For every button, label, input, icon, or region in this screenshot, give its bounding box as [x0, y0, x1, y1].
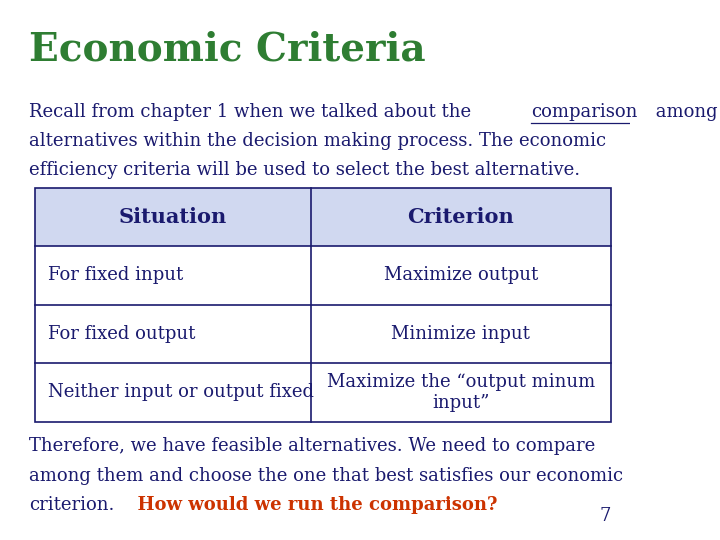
Text: How would we run the comparison?: How would we run the comparison?: [125, 496, 498, 514]
Text: Maximize the “output minum
input”: Maximize the “output minum input”: [327, 373, 595, 411]
Text: For fixed output: For fixed output: [48, 325, 195, 343]
Text: Economic Criteria: Economic Criteria: [30, 31, 426, 69]
Bar: [35, 187, 611, 246]
Text: comparison: comparison: [531, 103, 638, 120]
Text: efficiency criteria will be used to select the best alternative.: efficiency criteria will be used to sele…: [30, 161, 580, 179]
Text: Criterion: Criterion: [408, 207, 514, 227]
Text: Minimize input: Minimize input: [392, 325, 530, 343]
Text: Therefore, we have feasible alternatives. We need to compare: Therefore, we have feasible alternatives…: [30, 437, 595, 455]
Text: Recall from chapter 1 when we talked about the: Recall from chapter 1 when we talked abo…: [30, 103, 477, 120]
Text: Situation: Situation: [119, 207, 228, 227]
Text: For fixed input: For fixed input: [48, 266, 183, 285]
Text: 7: 7: [600, 507, 611, 525]
Text: among: among: [650, 103, 718, 120]
Text: criterion.: criterion.: [30, 496, 114, 514]
Text: Neither input or output fixed: Neither input or output fixed: [48, 383, 314, 401]
Text: among them and choose the one that best satisfies our economic: among them and choose the one that best …: [30, 467, 624, 485]
Text: alternatives within the decision making process. The economic: alternatives within the decision making …: [30, 132, 606, 150]
Bar: [35, 187, 611, 422]
Text: Maximize output: Maximize output: [384, 266, 538, 285]
